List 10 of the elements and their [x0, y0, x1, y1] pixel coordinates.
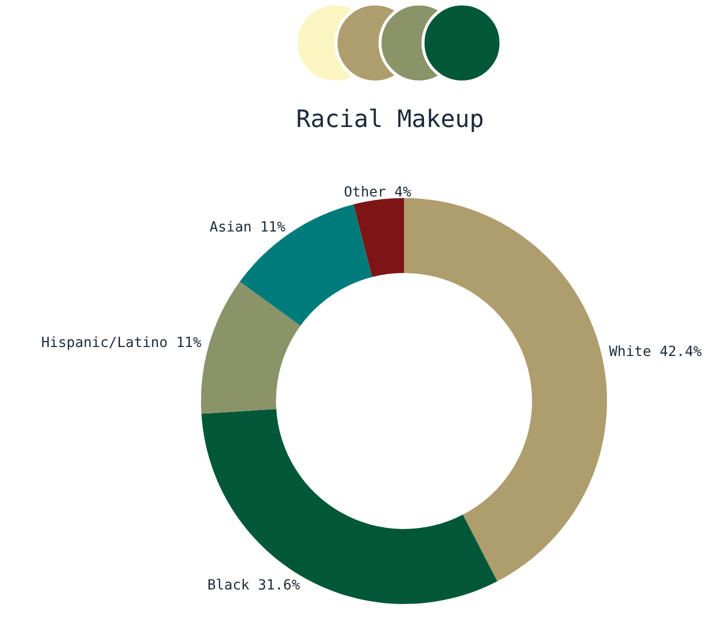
slice-label: Other 4% [344, 184, 412, 201]
donut-slice [404, 198, 607, 582]
slice-label: Asian 11% [210, 219, 286, 236]
slice-label: White 42.4% [609, 344, 702, 360]
donut-slice [354, 198, 404, 278]
slice-label: Black 31.6% [207, 578, 301, 594]
chart-title: Racial Makeup [296, 105, 484, 133]
slice-label: Hispanic/Latino 11% [41, 335, 202, 352]
donut-slice [201, 282, 300, 414]
donut-slice [201, 409, 498, 604]
